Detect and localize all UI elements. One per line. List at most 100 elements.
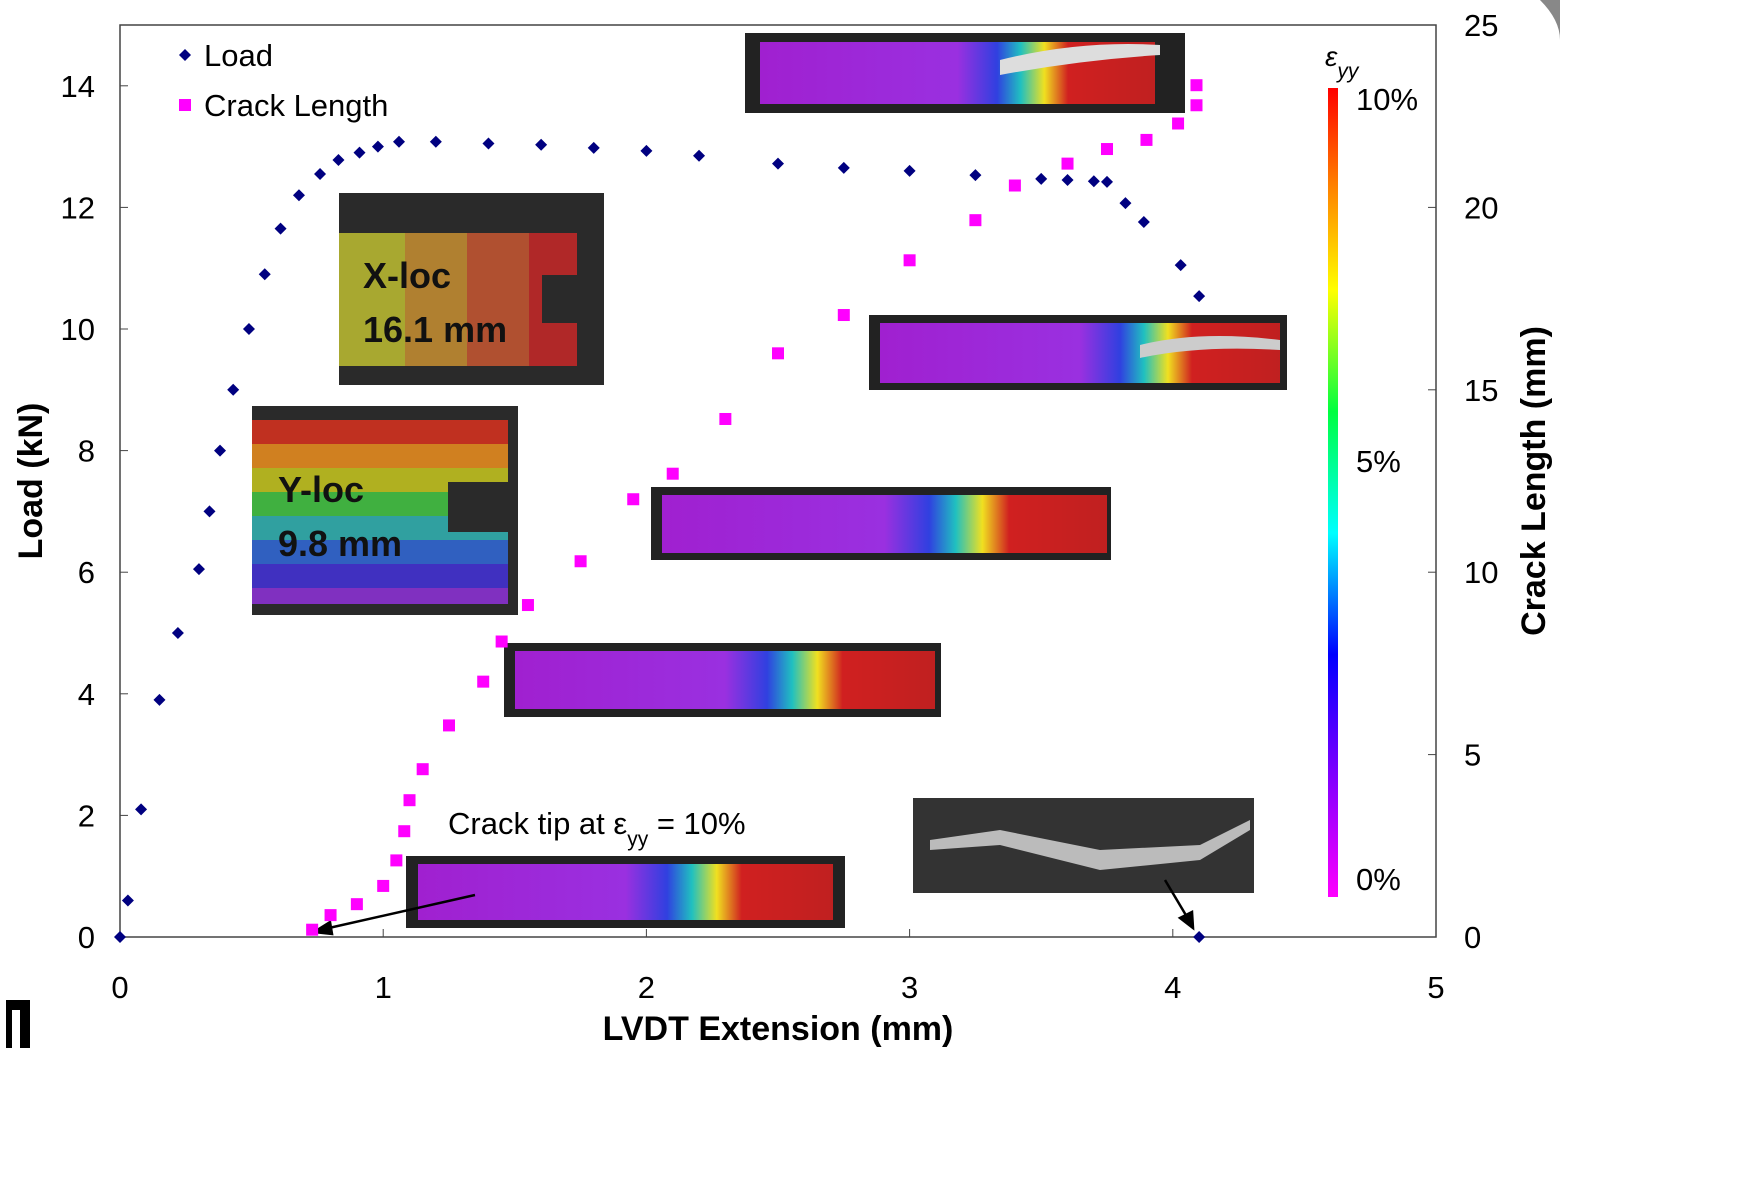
point (627, 493, 640, 506)
y-tick-label: 10 (61, 312, 95, 347)
point (1119, 197, 1132, 210)
point (1193, 931, 1206, 943)
y-tick-label: 0 (78, 920, 95, 955)
crack-tip-note-part: Crack tip at ε (448, 806, 627, 841)
inset-label: X-loc (363, 255, 451, 296)
x-axis-title: LVDT Extension (mm) (603, 1010, 954, 1048)
legend-marker (179, 99, 191, 111)
point (242, 323, 255, 335)
legend-label: Crack Length (204, 88, 388, 123)
inset-image (515, 651, 935, 709)
x-tick-label: 4 (1164, 970, 1181, 1005)
arrowhead (310, 919, 334, 936)
point (350, 898, 363, 911)
inset-band (252, 420, 508, 444)
inset-image (880, 323, 1280, 383)
point (114, 931, 126, 943)
y-tick-label: 2 (78, 798, 95, 833)
point (353, 146, 366, 159)
point (719, 412, 732, 425)
point (1008, 179, 1021, 192)
colorbar-label: 5% (1356, 444, 1401, 479)
point (1087, 175, 1100, 188)
x-tick-label: 1 (375, 970, 392, 1005)
point (258, 268, 271, 281)
point (1061, 157, 1074, 170)
point (837, 161, 850, 174)
arrows (310, 879, 1195, 936)
point (903, 254, 916, 267)
inset-band (405, 233, 467, 366)
point (403, 794, 416, 807)
legend-label: Load (204, 38, 273, 73)
point (171, 627, 184, 639)
y2-tick-label: 5 (1464, 738, 1481, 773)
colorbar-title: εyy (1325, 41, 1360, 83)
point (153, 693, 166, 706)
point (1035, 172, 1048, 185)
y-tick-label: 14 (61, 69, 95, 104)
point (1137, 215, 1150, 228)
point (772, 347, 784, 360)
colorbar-title-part: ε (1325, 41, 1338, 72)
inset-band (252, 540, 508, 564)
x-tick-label: 0 (111, 970, 128, 1005)
y-axis-title: Load (kN) (12, 403, 50, 560)
y2-axis-title: Crack Length (mm) (1515, 326, 1553, 636)
inset-band (252, 564, 508, 588)
point (574, 555, 587, 568)
crack-tip-note: Crack tip at εyy = 10% (448, 806, 746, 851)
point (227, 383, 240, 396)
logo-mark (6, 1000, 30, 1048)
crack (1140, 336, 1280, 358)
y2-tick-label: 15 (1464, 373, 1498, 408)
point (306, 923, 319, 936)
point (1190, 99, 1203, 112)
point (314, 167, 327, 180)
point (274, 222, 287, 235)
corner-shape (1540, 0, 1560, 40)
point (332, 153, 345, 166)
inset-image (418, 864, 833, 920)
colorbar-label: 0% (1356, 862, 1401, 897)
point (969, 169, 982, 182)
point (969, 214, 982, 227)
point (192, 563, 205, 576)
colorbar-label: 10% (1356, 82, 1418, 117)
x-tick-label: 5 (1427, 970, 1444, 1005)
point (392, 135, 405, 148)
inset-band (252, 588, 508, 604)
point (203, 505, 216, 518)
colorbar (1328, 88, 1338, 897)
y2-tick-label: 25 (1464, 8, 1498, 43)
point (1101, 143, 1113, 156)
crack-tip-note-part: = 10% (648, 806, 745, 841)
point (1193, 290, 1206, 303)
point (1174, 259, 1187, 272)
point (429, 135, 442, 148)
point (666, 467, 679, 480)
y-tick-label: 8 (78, 434, 95, 469)
y2-tick-label: 20 (1464, 190, 1498, 225)
crack (1000, 44, 1160, 75)
arrow (319, 893, 476, 932)
inset-label: 16.1 mm (363, 309, 507, 350)
y-tick-label: 6 (78, 555, 95, 590)
point (390, 854, 403, 867)
plot-frame (119, 24, 1437, 938)
crack (930, 820, 1250, 870)
point (1101, 175, 1113, 188)
point (1061, 174, 1074, 187)
point (135, 803, 148, 816)
point (837, 309, 850, 322)
point (587, 141, 600, 154)
inset-band (252, 444, 508, 468)
crack-tip-note-part: yy (627, 828, 649, 851)
y2-tick-label: 0 (1464, 920, 1481, 955)
inset-band (467, 233, 529, 366)
point (640, 144, 653, 157)
notch (542, 275, 604, 323)
point (324, 909, 337, 922)
